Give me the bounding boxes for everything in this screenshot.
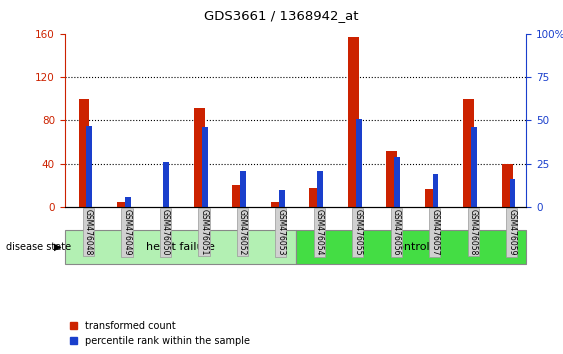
Text: GSM476058: GSM476058 xyxy=(468,209,477,255)
Text: disease state: disease state xyxy=(6,242,71,252)
Bar xyxy=(310,188,320,207)
Bar xyxy=(163,162,169,207)
Bar xyxy=(502,164,512,207)
Text: GSM476052: GSM476052 xyxy=(238,209,247,255)
Bar xyxy=(233,185,243,207)
Bar xyxy=(394,157,400,207)
Bar xyxy=(279,190,285,207)
Bar xyxy=(202,127,208,207)
Bar xyxy=(386,151,397,207)
Text: GSM476049: GSM476049 xyxy=(123,209,131,255)
Bar xyxy=(356,119,361,207)
Bar xyxy=(471,127,477,207)
Text: GSM476055: GSM476055 xyxy=(354,209,362,255)
Text: GSM476057: GSM476057 xyxy=(430,209,439,255)
Bar xyxy=(194,108,205,207)
Bar xyxy=(125,197,131,207)
Bar xyxy=(433,174,439,207)
Text: GSM476050: GSM476050 xyxy=(161,209,170,255)
Bar xyxy=(425,189,436,207)
Legend: transformed count, percentile rank within the sample: transformed count, percentile rank withi… xyxy=(70,321,250,346)
Text: GSM476051: GSM476051 xyxy=(199,209,208,255)
Text: GSM476056: GSM476056 xyxy=(392,209,401,255)
Bar xyxy=(87,126,92,207)
Text: control: control xyxy=(392,242,430,252)
Bar xyxy=(318,171,323,207)
Text: ▶: ▶ xyxy=(53,242,61,252)
Bar xyxy=(79,99,90,207)
Bar xyxy=(240,171,246,207)
Bar xyxy=(117,202,128,207)
Bar xyxy=(463,99,474,207)
Bar xyxy=(348,37,359,207)
Bar xyxy=(510,179,516,207)
Text: heart failure: heart failure xyxy=(146,242,215,252)
Text: GSM476059: GSM476059 xyxy=(507,209,516,255)
Text: GDS3661 / 1368942_at: GDS3661 / 1368942_at xyxy=(204,9,359,22)
Text: GSM476054: GSM476054 xyxy=(315,209,324,255)
Bar xyxy=(296,230,526,264)
Text: GSM476048: GSM476048 xyxy=(84,209,93,255)
Bar xyxy=(65,230,296,264)
Bar xyxy=(271,202,282,207)
Text: GSM476053: GSM476053 xyxy=(276,209,285,255)
